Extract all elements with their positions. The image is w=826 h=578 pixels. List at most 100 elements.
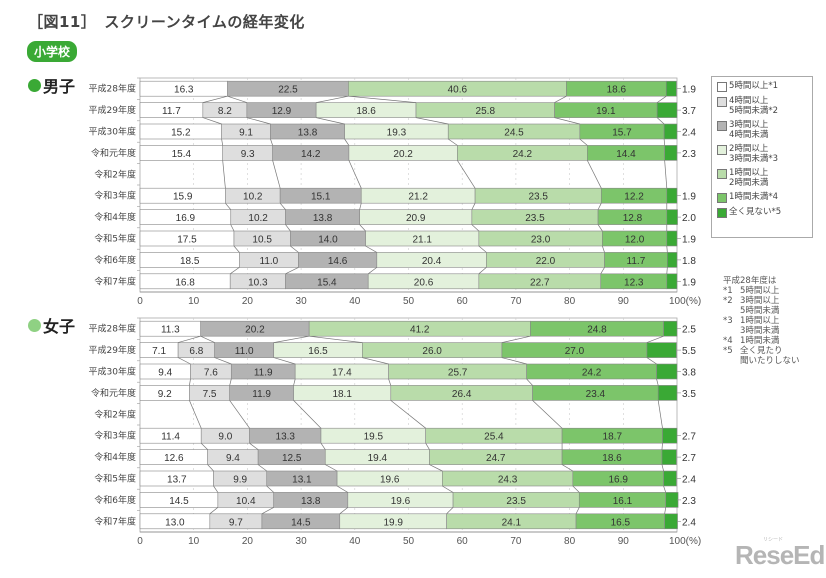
connector-line	[666, 245, 668, 253]
footnote-item: *2 3時間以上 5時間未満	[723, 296, 780, 316]
segment-value: 23.5	[528, 192, 548, 203]
connector-line	[646, 357, 657, 365]
row-label: 令和元年度	[91, 387, 136, 399]
connector-line	[554, 95, 567, 103]
segment-value: 8.2	[218, 106, 232, 117]
segment-value: 18.6	[602, 453, 622, 464]
connector-line	[316, 95, 349, 103]
segment-value: 21.2	[408, 192, 428, 203]
connector-line	[656, 95, 667, 103]
segment-value: 16.5	[611, 517, 631, 528]
bar-segment	[665, 80, 677, 97]
segment-value: 14.5	[169, 496, 189, 507]
segment-value: 14.5	[291, 517, 311, 528]
legend-item: 全く見ない*5	[717, 207, 812, 218]
connector-line	[554, 117, 580, 125]
connector-line	[339, 507, 349, 515]
segment-value: 20.2	[245, 325, 265, 336]
connector-line	[177, 357, 191, 365]
connector-line	[266, 485, 274, 493]
x-tick-label: 10	[188, 296, 200, 307]
segment-value: 17.5	[177, 235, 197, 246]
bar-segment	[665, 492, 679, 508]
segment-value: 1.9	[682, 192, 696, 203]
x-tick-label: 100(%)	[669, 296, 701, 307]
connector-line	[309, 335, 363, 343]
connector-line	[561, 464, 574, 472]
x-tick-label: 30	[296, 536, 308, 547]
connector-line	[526, 378, 533, 386]
x-tick-label: 20	[242, 296, 254, 307]
connector-line	[656, 378, 659, 386]
footnote-heading: 平成28年度は	[723, 276, 777, 286]
connector-line	[501, 357, 527, 365]
connector-line	[207, 464, 214, 472]
legend-label: 1時間未満*4	[729, 192, 779, 202]
legend-label: 2時間以上 3時間未満*3	[729, 144, 779, 164]
connector-line	[661, 464, 664, 472]
segment-value: 13.8	[298, 128, 318, 139]
connector-line	[388, 378, 392, 386]
segment-value: 9.2	[158, 389, 172, 400]
connector-line	[501, 335, 531, 343]
segment-value: 20.2	[393, 149, 413, 160]
legend-label: 5時間以上*1	[729, 81, 779, 91]
x-tick-label: 20	[242, 536, 254, 547]
connector-line	[602, 245, 605, 253]
row-label: 令和7年度	[94, 515, 136, 527]
x-tick-label: 50	[403, 296, 415, 307]
segment-value: 1.9	[682, 277, 696, 288]
segment-value: 7.5	[203, 389, 217, 400]
segment-value: 9.0	[218, 432, 232, 443]
connector-line	[178, 335, 201, 343]
connector-line	[213, 485, 219, 493]
connector-line	[209, 507, 219, 515]
legend-label: 3時間以上 4時間未満	[729, 120, 769, 140]
segment-value: 9.4	[158, 368, 172, 379]
connector-line	[429, 464, 443, 472]
connector-line	[368, 267, 378, 275]
bar-segment	[664, 513, 678, 530]
segment-value: 12.8	[623, 213, 643, 224]
girls-label: 女子	[43, 317, 76, 336]
segment-value: 25.7	[448, 368, 468, 379]
legend-item: 1時間以上 2時間未満	[717, 168, 812, 188]
segment-value: 19.9	[383, 517, 403, 528]
connector-line	[214, 357, 232, 365]
segment-value: 2.3	[682, 496, 696, 507]
segment-value: 23.0	[531, 235, 551, 246]
row-label: 令和4年度	[94, 211, 136, 223]
connector-line	[249, 442, 259, 450]
legend-swatch-icon	[717, 193, 727, 203]
connector-line	[478, 245, 487, 253]
connector-line	[661, 443, 663, 450]
connector-line	[272, 160, 281, 189]
x-tick-label: 70	[510, 536, 522, 547]
segment-value: 11.9	[252, 389, 271, 400]
connector-line	[348, 95, 417, 103]
footnote-item: *4 1時間未満	[723, 336, 780, 346]
legend-label: 4時間以上 5時間未満*2	[729, 96, 779, 116]
connector-line	[336, 485, 348, 493]
segment-value: 25.8	[476, 106, 496, 117]
legend-label: 1時間以上 2時間未満	[729, 168, 769, 188]
segment-value: 12.0	[625, 235, 645, 246]
segment-value: 24.2	[582, 368, 602, 379]
connector-line	[293, 378, 296, 386]
segment-value: 2.7	[682, 432, 696, 443]
segment-value: 11.4	[161, 432, 180, 443]
segment-value: 5.5	[682, 346, 696, 357]
connector-line	[320, 443, 326, 450]
segment-value: 17.4	[332, 368, 352, 379]
segment-value: 3.5	[682, 389, 696, 400]
connector-line	[572, 485, 580, 493]
row-label: 令和2年度	[94, 168, 136, 180]
legend-item: 1時間未満*4	[717, 192, 812, 203]
row-label: 令和3年度	[94, 190, 136, 202]
legend-swatch-icon	[717, 169, 727, 179]
x-tick-label: 40	[349, 536, 361, 547]
connector-line	[348, 160, 362, 189]
segment-value: 9.4	[226, 453, 240, 464]
connector-line	[390, 400, 426, 429]
